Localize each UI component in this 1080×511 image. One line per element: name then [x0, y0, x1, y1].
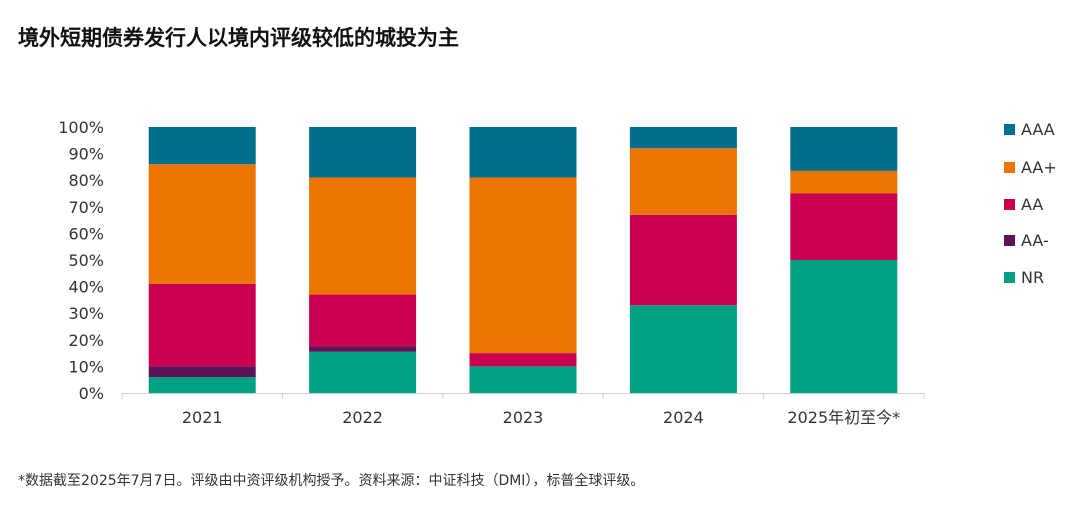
legend-label: AA-	[1021, 231, 1049, 250]
y-tick-label: 50%	[68, 251, 104, 270]
footnote: *数据截至2025年7月7日。评级由中资评级机构授予。资料来源：中证科技（DMI…	[18, 473, 645, 489]
x-tick-label: 2022	[342, 408, 383, 427]
legend: AAA AA+ AA AA- NR	[1004, 120, 1057, 287]
chart-title: 境外短期债券发行人以境内评级较低的城投为主	[18, 26, 459, 50]
bars-group	[148, 127, 898, 393]
bar-segment-aa	[629, 214, 737, 306]
y-tick-label: 90%	[68, 145, 104, 164]
legend-label: AA+	[1021, 158, 1057, 177]
legend-label: AAA	[1021, 120, 1055, 139]
bar-segment-aaminus	[148, 366, 256, 378]
bar-segment-nr	[309, 351, 417, 393]
x-tick-label: 2025年初至今*	[787, 408, 900, 427]
y-tick-label: 60%	[68, 224, 104, 243]
y-tick-label: 10%	[68, 357, 104, 376]
legend-label: NR	[1021, 268, 1044, 287]
bar-segment-aaa	[148, 127, 256, 165]
bar-segment-aaminus	[309, 346, 417, 352]
bar-segment-aaplus	[790, 170, 898, 194]
bar-segment-aaa	[629, 127, 737, 149]
y-tick-label: 20%	[68, 331, 104, 350]
legend-swatch	[1004, 235, 1015, 246]
y-tick-label: 80%	[68, 171, 104, 190]
x-tick-label: 2024	[663, 408, 704, 427]
bar-segment-aaplus	[309, 177, 417, 295]
legend-swatch	[1004, 124, 1015, 135]
y-tick-label: 70%	[68, 198, 104, 217]
legend-swatch	[1004, 272, 1015, 283]
bar-segment-nr	[148, 377, 256, 393]
bar-segment-aaplus	[148, 164, 256, 284]
bar-segment-aa	[469, 353, 577, 367]
bar-segment-aaa	[790, 127, 898, 171]
bar-segment-aaplus	[469, 177, 577, 354]
bar-segment-aaa	[309, 127, 417, 178]
bar-segment-aaa	[469, 127, 577, 178]
y-tick-label: 100%	[58, 118, 104, 137]
bar-segment-nr	[790, 260, 898, 393]
y-tick-label: 30%	[68, 304, 104, 323]
bar-segment-nr	[469, 366, 577, 393]
bar-segment-aaplus	[629, 148, 737, 215]
legend-label: AA	[1021, 195, 1043, 214]
y-tick-label: 40%	[68, 278, 104, 297]
bar-segment-nr	[629, 305, 737, 393]
bar-segment-aa	[790, 193, 898, 260]
bar-segment-aa	[309, 294, 417, 347]
bar-segment-aa	[148, 283, 256, 367]
x-tick-label: 2021	[182, 408, 223, 427]
y-tick-label: 0%	[79, 384, 104, 403]
axis-group: 0% 10% 20% 30% 40% 50% 60% 70% 80% 90% 100% 2021 202…	[58, 118, 925, 427]
legend-swatch	[1004, 162, 1015, 173]
legend-swatch	[1004, 199, 1015, 210]
x-tick-label: 2023	[503, 408, 544, 427]
